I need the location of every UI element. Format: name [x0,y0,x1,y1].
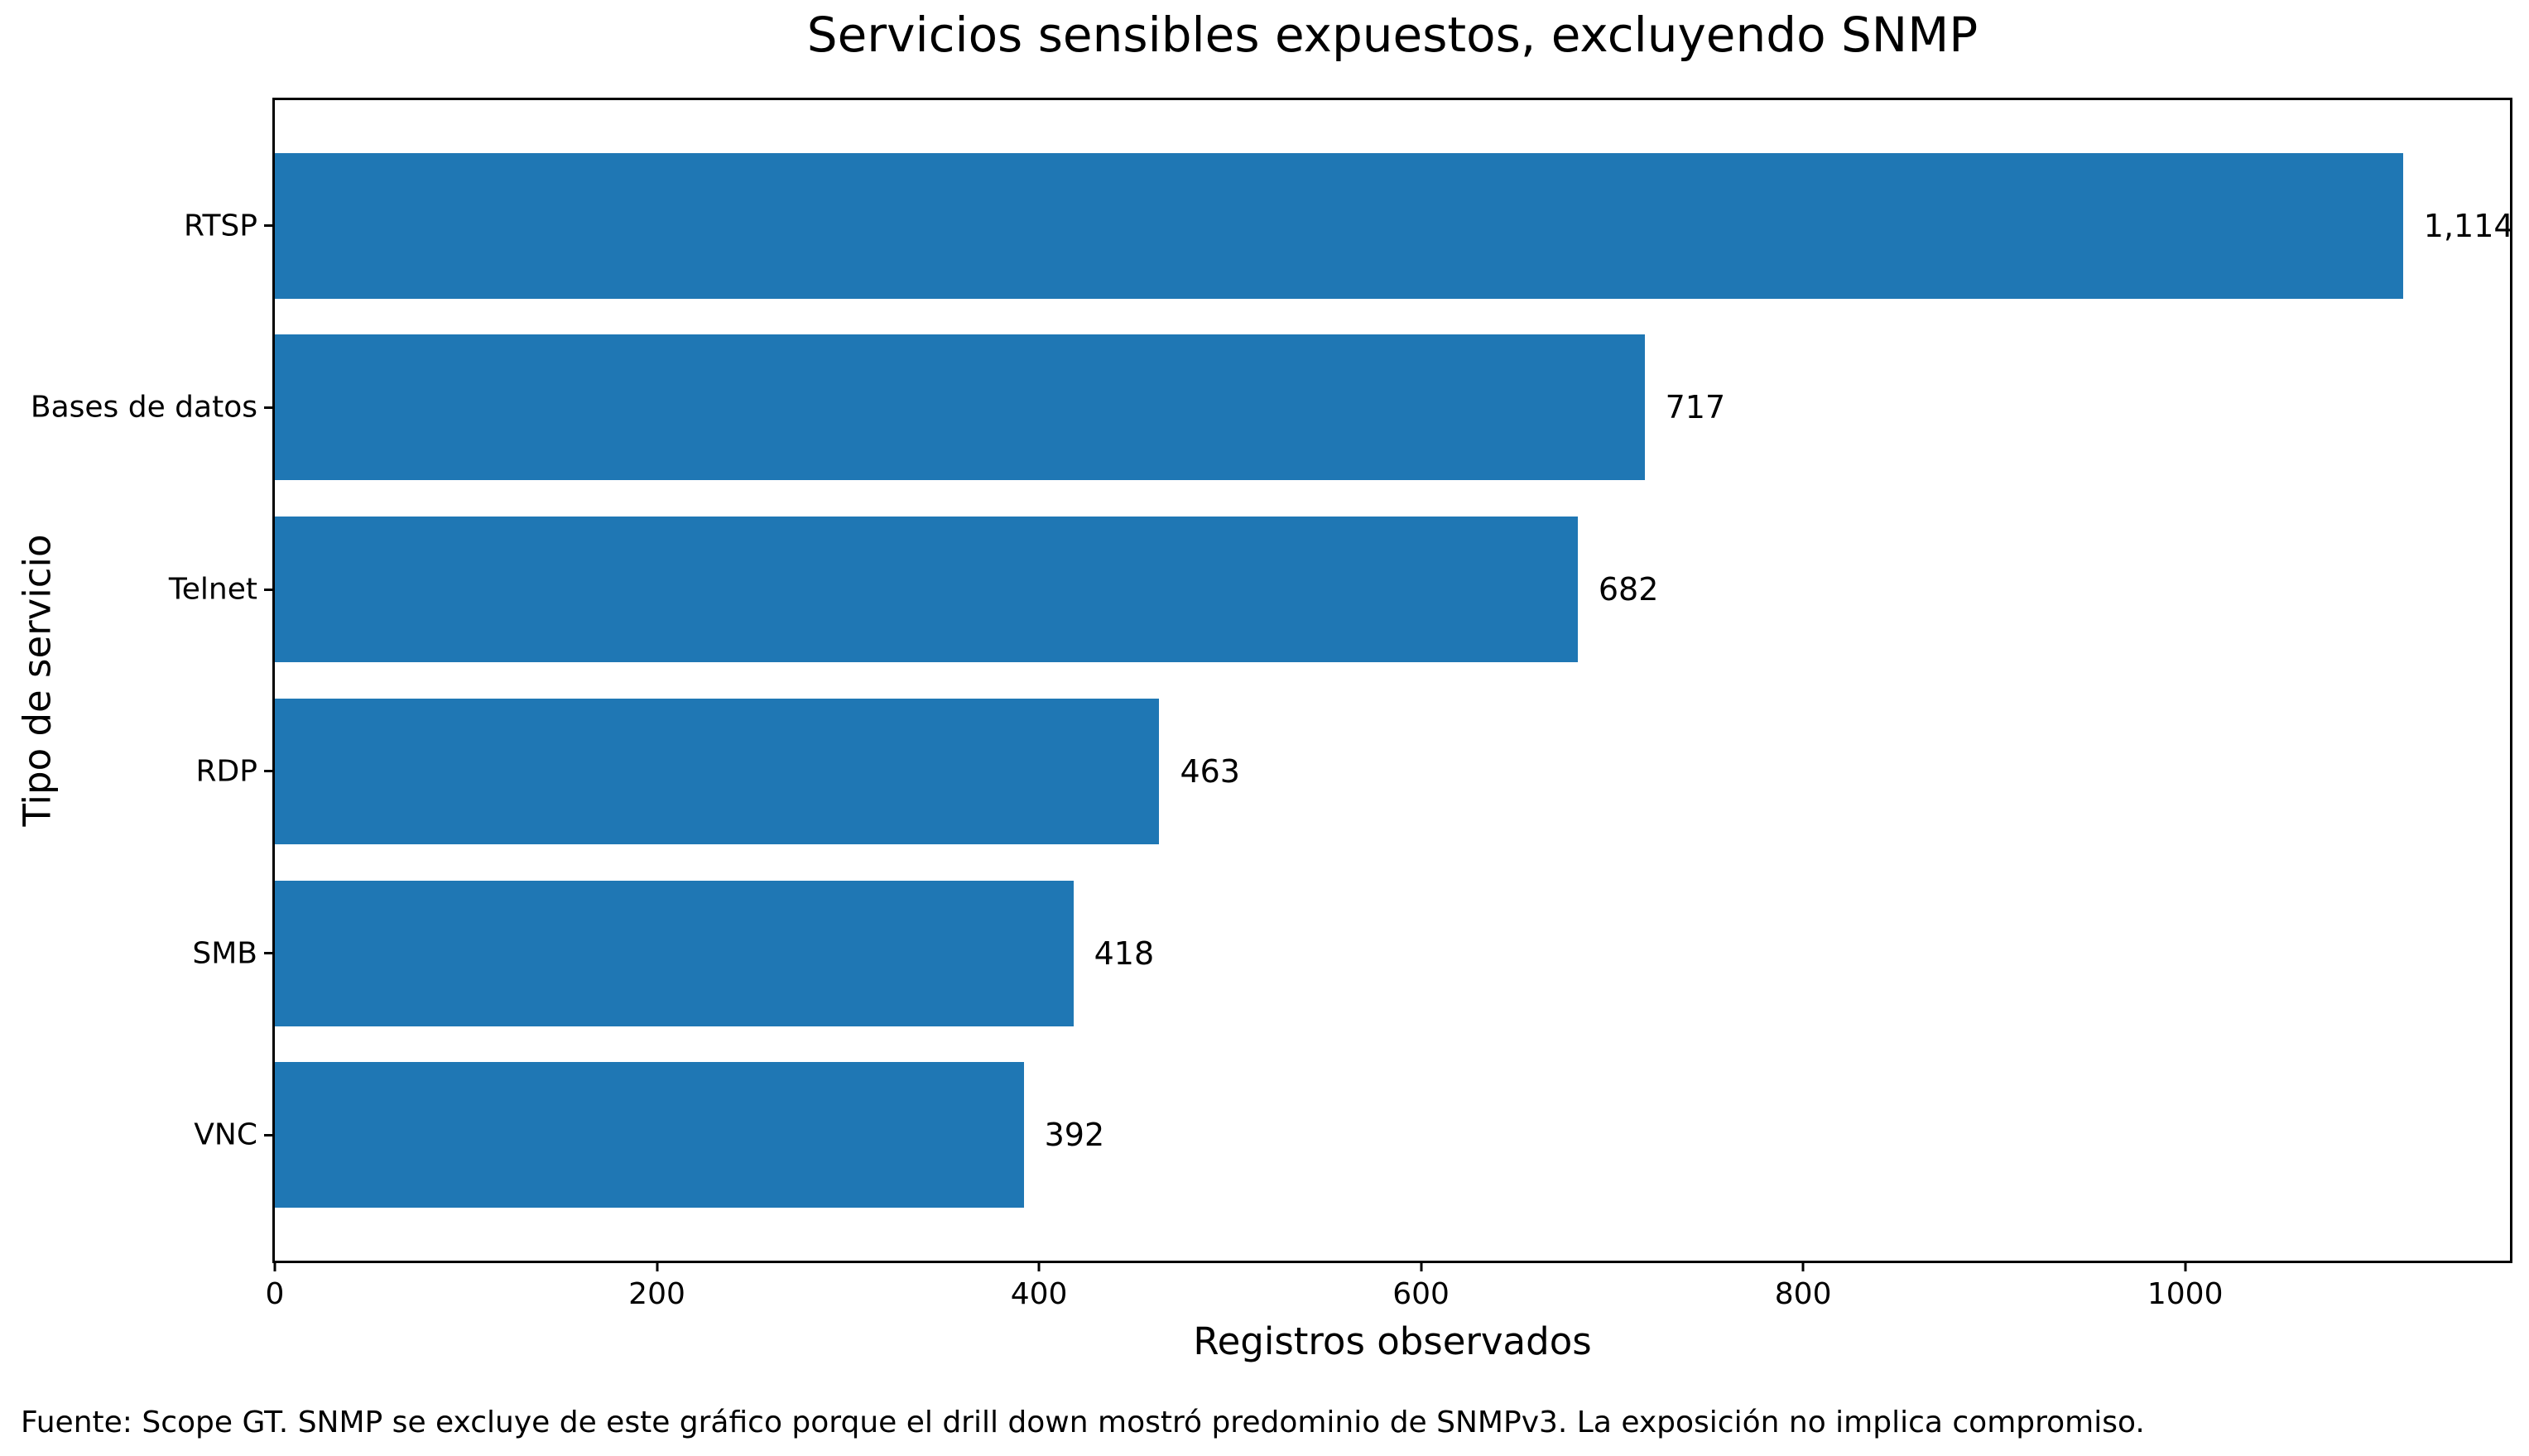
y-tick-mark [264,224,272,228]
plot-area: 1,114 RTSP 717 Bases de datos 682 Telnet 463 RD… [31,98,2514,1311]
x-tick-label: 0 [265,1277,285,1311]
y-tick-label: VNC [194,1117,257,1152]
bar [275,880,1074,1026]
y-axis-title: Tipo de servicio [15,534,60,827]
y-tick-label: RDP [195,754,257,789]
x-tick-label: 800 [1774,1277,1832,1311]
bar-value-label: 1,114 [2423,207,2514,244]
chart-title: Servicios sensibles expuestos, excluyend… [806,7,1978,63]
y-tick-mark [264,588,272,591]
bar [275,152,2403,299]
bar-value-label: 682 [1598,571,1659,608]
x-tick-mark [1420,1263,1423,1271]
x-tick-mark [1801,1263,1805,1271]
bar [275,1062,1024,1209]
x-tick-label: 200 [628,1277,685,1311]
bar-value-label: 463 [1180,752,1240,790]
bar [275,698,1160,844]
source-note: Fuente: Scope GT. SNMP se excluye de est… [21,1406,2145,1439]
x-tick-mark [273,1263,276,1271]
x-tick-label: 1000 [2147,1277,2224,1311]
bar-value-label: 392 [1044,1117,1105,1154]
x-tick-label: 400 [1010,1277,1068,1311]
y-tick-mark [264,952,272,955]
x-tick-mark [1037,1263,1041,1271]
bar-value-label: 717 [1665,389,1726,426]
y-tick-label: Telnet [168,572,257,607]
x-tick-mark [2184,1263,2187,1271]
bar [275,334,1645,481]
x-tick-label: 600 [1392,1277,1450,1311]
bar-value-label: 418 [1094,935,1155,972]
x-tick-mark [656,1263,659,1271]
y-tick-label: Bases de datos [30,390,257,425]
bar [275,517,1578,663]
y-tick-label: RTSP [184,209,257,243]
y-tick-label: SMB [192,936,257,971]
y-tick-mark [264,406,272,409]
y-tick-mark [264,770,272,773]
y-tick-mark [264,1133,272,1136]
x-axis-title: Registros observados [1193,1319,1592,1363]
